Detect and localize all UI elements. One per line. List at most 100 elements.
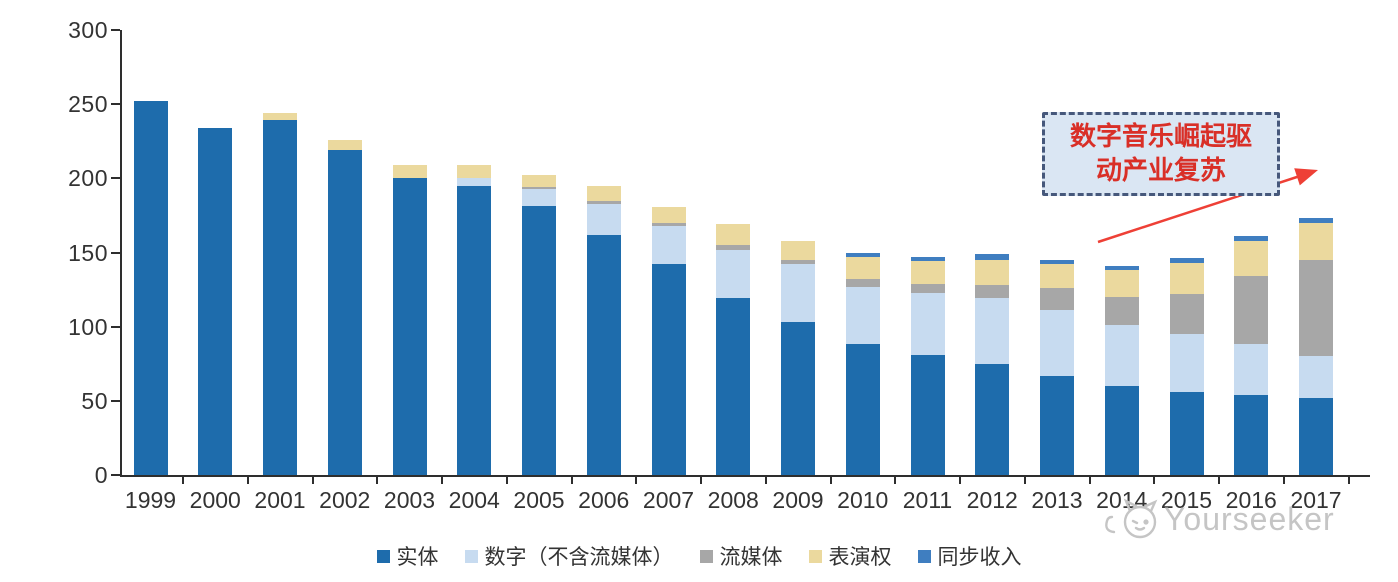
bar-segment-sync [1169,258,1204,263]
bar-segment-performance [975,259,1010,286]
x-axis-tick [570,477,573,484]
cat-eye-left [1131,519,1139,525]
bar-segment-streaming [651,222,686,226]
bar-group-2016 [1234,236,1269,475]
bar-segment-digital [651,225,686,265]
legend-item-performance: 表演权 [808,541,892,571]
cat-eye-right [1143,519,1149,525]
legend-swatch-performance [808,549,822,563]
bar-segment-physical [781,322,815,475]
bar-segment-physical [716,298,751,475]
x-axis-tick [246,477,249,484]
bar-group-2010 [845,252,880,476]
bar-segment-performance [716,224,751,246]
bar-segment-performance [1299,222,1333,260]
y-axis-label-300: 300 [68,17,108,43]
bar-segment-physical [1169,391,1204,475]
legend-item-digital: 数字（不含流媒体） [464,541,674,571]
bar-segment-digital [1104,325,1139,386]
bar-segment-performance [651,206,686,223]
bar-group-2006 [586,185,621,475]
bar-segment-performance [1234,240,1269,277]
bar-group-2003 [392,164,427,475]
bar-segment-streaming [1040,288,1074,311]
bar-group-2008 [716,224,751,475]
bar-segment-physical [845,344,880,475]
cat-tail [1105,515,1116,534]
bar-segment-streaming [845,279,880,287]
y-axis-tick [111,399,120,402]
bar-segment-performance [586,185,621,201]
bar-segment-performance [910,261,945,284]
bar-group-2014 [1104,265,1139,475]
legend-swatch-streaming [699,549,713,563]
x-axis-tick [700,477,702,484]
x-axis-tick [1153,477,1156,484]
bar-segment-digital [1040,310,1074,376]
y-axis-tick [111,103,120,106]
bar-segment-streaming [781,259,815,265]
bar-segment-physical [1040,375,1074,475]
bar-segment-physical [1104,385,1139,475]
bar-group-2012 [975,253,1010,475]
bar-group-2000 [198,127,233,475]
x-axis-tick [959,477,961,484]
bar-group-2002 [327,139,362,475]
y-axis-label-100: 100 [68,313,108,340]
x-axis-tick [1218,477,1220,484]
x-axis-label-1999: 1999 [124,487,177,513]
x-axis-tick [1023,477,1026,484]
bar-segment-performance [457,164,492,179]
y-axis-label-50: 50 [81,387,108,414]
bar-segment-physical [392,178,427,475]
bar-segment-performance [1104,270,1139,297]
x-axis-label-2014: 2014 [1096,487,1148,513]
plot-area [120,30,1370,477]
bar-group-2013 [1040,259,1074,475]
y-axis-label-200: 200 [68,165,108,192]
bar-segment-streaming [716,245,751,250]
bar-segment-sync [910,256,945,262]
legend-label-physical: 实体 [396,545,439,569]
x-axis-label-2004: 2004 [448,487,500,513]
x-axis-label-2015: 2015 [1160,487,1213,513]
x-axis-label-2003: 2003 [383,487,436,513]
legend-swatch-physical [376,549,390,563]
x-axis-tick [1347,477,1350,484]
x-axis-tick [505,477,508,484]
bar-segment-digital [586,203,621,235]
x-axis-label-2016: 2016 [1225,487,1277,513]
annotation-arrowhead [1294,168,1318,186]
y-axis-tick [111,325,120,328]
y-axis-tick [111,177,120,180]
legend-label-digital: 数字（不含流媒体） [484,545,674,569]
x-axis-tick [1282,477,1285,484]
bar-segment-physical [975,363,1010,475]
x-axis-tick [376,477,379,484]
bar-segment-digital [716,249,751,299]
bar-segment-physical [263,120,297,475]
legend-label-streaming: 流媒体 [719,545,783,569]
bar-group-2005 [522,175,556,475]
bar-segment-physical [198,127,233,475]
bar-segment-streaming [1299,259,1333,357]
bar-segment-digital [1169,334,1204,392]
x-axis-label-2017: 2017 [1290,487,1342,513]
bar-segment-physical [522,206,556,475]
bar-segment-sync [1040,259,1074,265]
legend-label-sync: 同步收入 [937,545,1022,569]
y-axis-label-0: 0 [94,462,108,488]
bar-segment-performance [781,240,815,260]
bar-segment-sync [845,252,880,257]
bar-segment-performance [1169,262,1204,294]
bar-segment-performance [522,175,556,188]
x-axis-label-2005: 2005 [513,487,565,513]
bar-segment-streaming [522,187,556,189]
x-axis-label-2008: 2008 [707,487,759,513]
x-axis-label-2006: 2006 [578,487,630,513]
x-axis-tick [764,477,767,484]
bar-segment-sync [975,253,1010,260]
x-axis-label-2007: 2007 [642,487,695,513]
chart-legend: 实体 数字（不含流媒体） 流媒体 表演权 同步收入 [0,541,1398,571]
bar-segment-sync [1299,218,1333,223]
